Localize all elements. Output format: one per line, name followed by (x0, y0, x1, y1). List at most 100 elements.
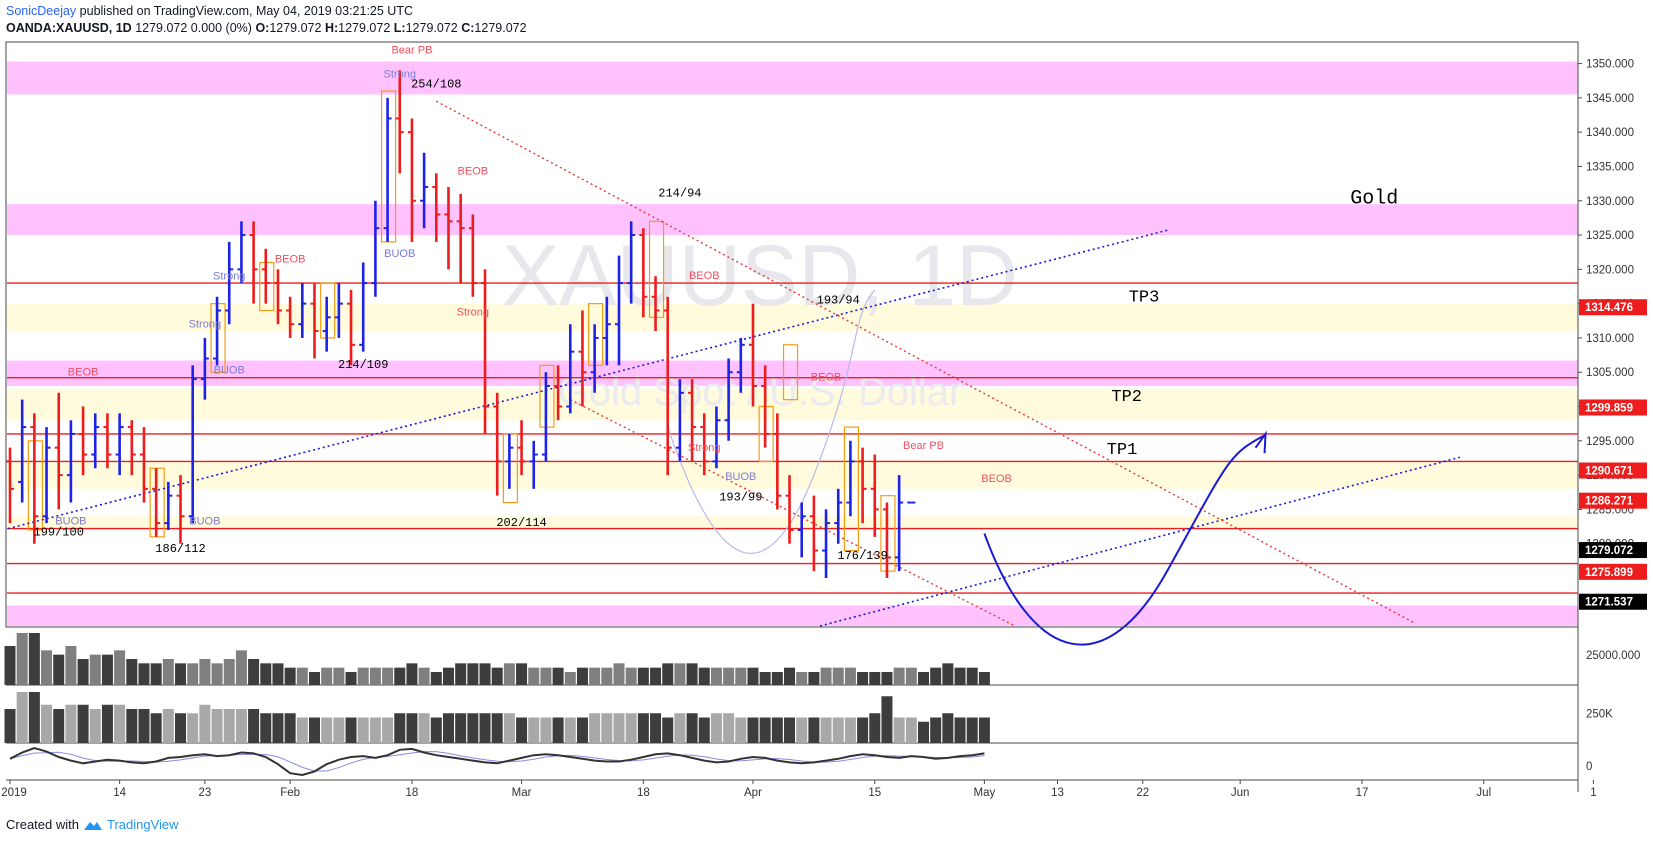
candle-bar (225, 241, 234, 325)
volume-a-bar (455, 663, 467, 685)
candle-bar (164, 481, 173, 530)
author-link[interactable]: SonicDeejay (6, 4, 77, 18)
candle-bar (200, 337, 209, 400)
high-label: H: (324, 21, 339, 35)
candles-layer (6, 70, 916, 578)
annotation-label: 193/99 (719, 490, 762, 504)
volume-a-bar (662, 663, 674, 685)
volume-a-bar (89, 654, 101, 685)
volume-b-bar (893, 717, 905, 743)
volume-b-bar (114, 704, 126, 743)
volume-a-bar (491, 667, 503, 685)
volume-b-bar (735, 717, 747, 743)
volume-a-bar (735, 667, 747, 685)
volume-a-bar (954, 667, 966, 685)
time-tick-label: 23 (198, 787, 211, 799)
volume-b-bar (394, 713, 406, 743)
volume-b-bar (296, 717, 308, 743)
time-tick-label: Feb (280, 787, 300, 799)
volume-a-bar (28, 633, 40, 685)
candle-bar (700, 413, 709, 476)
volume-b-bar (41, 704, 53, 743)
annotation-label: BUOB (384, 248, 415, 260)
volume-b-bar (187, 713, 199, 743)
volume-b-bar (53, 709, 65, 743)
uptrend-line-lower (819, 456, 1461, 627)
volume-b-bar (710, 713, 722, 743)
time-tick-label: 2019 (1, 787, 27, 799)
candle-bar (639, 228, 648, 318)
volume-a-bar (41, 650, 53, 685)
volume-a-bar (918, 672, 929, 685)
annotation-label: Bear PB (903, 440, 944, 452)
volume-a-bar (211, 663, 223, 685)
volume-a-bar (905, 667, 917, 685)
price-tag (1579, 593, 1647, 610)
publish-line: SonicDeejay published on TradingView.com… (6, 4, 413, 18)
price-tick-label: 1330.000 (1586, 196, 1634, 208)
volume-b-bar (235, 709, 247, 743)
volume-b-bar (978, 717, 990, 743)
created-with-label: Created with (6, 817, 79, 832)
volume-a-bar (637, 667, 649, 685)
volume-a-bar (16, 633, 28, 685)
candle-bar (152, 468, 161, 537)
candle-bar (590, 324, 599, 393)
volume-a-bar (857, 672, 869, 685)
volume-b-bar (491, 713, 503, 743)
volume-a-bar (686, 663, 698, 685)
volume-b-bar (418, 713, 430, 743)
candle-bar (139, 427, 148, 503)
price-tick-label: 1350.000 (1586, 59, 1634, 71)
volume-b-bar (175, 713, 187, 743)
volume-b-bar (284, 713, 296, 743)
candle-bar (566, 324, 575, 414)
candle-bar (91, 413, 100, 469)
volume-b-bar (869, 713, 881, 743)
volume-a-bar (942, 663, 954, 685)
time-tick-label: Jul (1476, 787, 1491, 799)
volume-a-bar (4, 646, 16, 685)
volume-a-bar (162, 659, 174, 685)
candle-bar (785, 475, 794, 544)
volume-a-bar (869, 672, 881, 685)
volume-a-bar (309, 672, 320, 685)
volume-a-bar (576, 667, 588, 685)
candle-bar (773, 413, 782, 510)
published-info: published on TradingView.com, May 04, 20… (79, 4, 413, 18)
volume-b-bar (479, 713, 491, 743)
candle-bar (42, 427, 51, 524)
price-tag-label: 1275.899 (1585, 567, 1633, 579)
zone-label: TP1 (1107, 441, 1138, 460)
watermark-symbol: XAUUSD, 1D (502, 228, 1018, 324)
volume-a-bar (710, 667, 722, 685)
volume-b-bar (430, 717, 442, 743)
volume-b-bar (162, 709, 174, 743)
annotation-label: 176/139 (837, 549, 887, 563)
zone-label: Gold (1350, 187, 1398, 210)
volume-b-bar (333, 717, 345, 743)
volume-b-bar (857, 717, 869, 743)
open-label: O: (255, 21, 270, 35)
candle-bar (79, 406, 88, 476)
candle-bar (651, 276, 660, 332)
annotation-label: BEOB (689, 270, 720, 282)
volume-b-bar (65, 704, 77, 743)
candle-bar (213, 296, 222, 366)
candle-bar (541, 372, 550, 462)
volume-a-bar (723, 667, 735, 685)
annotation-label: Strong (688, 442, 720, 454)
yellow-zone (7, 388, 1578, 421)
volume-b-bar (808, 717, 820, 743)
orderblock-boxes (27, 90, 896, 572)
candle-bar (724, 358, 733, 441)
volume-b-bar (4, 709, 16, 743)
volume-b-bar (625, 713, 637, 743)
volume-b-bar (77, 704, 89, 743)
volume-a-bar (832, 667, 844, 685)
volume-b-bar (564, 717, 576, 743)
volume-b-bar (747, 717, 759, 743)
tradingview-link[interactable]: TradingView (106, 817, 179, 832)
volume-b-bar (881, 696, 893, 743)
